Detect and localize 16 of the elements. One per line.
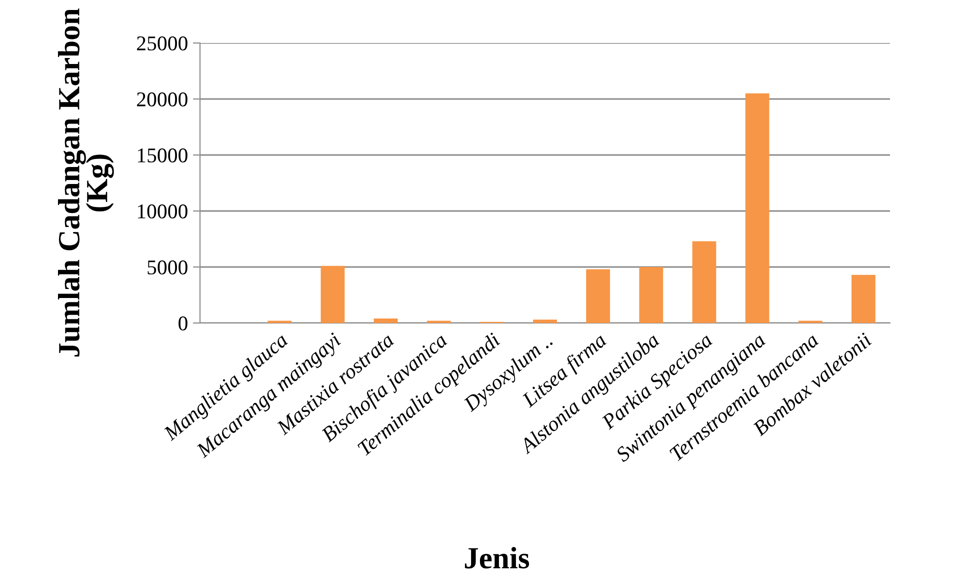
y-tick-label: 25000 <box>137 36 188 50</box>
bar <box>586 269 610 323</box>
bar <box>692 241 716 323</box>
y-tick-label: 10000 <box>138 204 188 218</box>
bar <box>745 93 770 323</box>
y-tick-label: 0 <box>178 316 188 330</box>
y-tick-label: 5000 <box>148 260 188 274</box>
bar <box>852 274 876 323</box>
y-tick-label: 20000 <box>137 92 188 106</box>
bar <box>639 267 664 323</box>
bar <box>374 318 398 323</box>
bar <box>320 266 345 323</box>
y-axis-title: Jumlah Cadangan Karbon (Kg) <box>58 8 114 357</box>
bar <box>533 320 557 323</box>
y-tick-label: 15000 <box>138 148 188 162</box>
x-axis-title: Jenis <box>464 547 530 569</box>
